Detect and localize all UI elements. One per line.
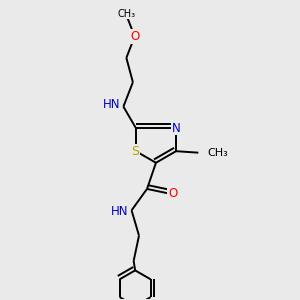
Text: O: O: [130, 30, 139, 43]
Text: O: O: [168, 187, 178, 200]
Text: HN: HN: [111, 205, 129, 218]
Text: S: S: [131, 145, 139, 158]
Text: HN: HN: [103, 98, 121, 111]
Text: CH₃: CH₃: [208, 148, 229, 158]
Text: CH₃: CH₃: [117, 9, 135, 19]
Text: N: N: [172, 122, 181, 134]
